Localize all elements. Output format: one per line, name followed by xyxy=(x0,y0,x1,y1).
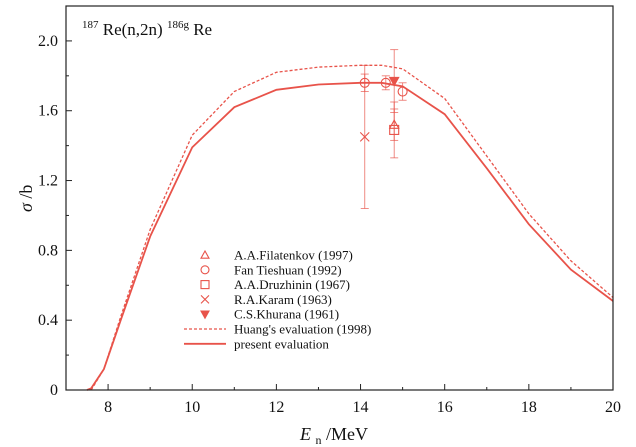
x-axis-label-sub: n xyxy=(316,433,322,447)
ticks-layer: 8 10 12 14 16 18 20 0 0.4 0.8 1.2 1.6 2.0 xyxy=(38,5,621,416)
x-axis-label-main: E xyxy=(299,424,311,444)
y-tick-label: 0.4 xyxy=(38,312,58,329)
y-axis-label-main: σ xyxy=(16,202,36,212)
huang-evaluation-line xyxy=(90,64,614,391)
legend-label: Fan Tieshuan (1992) xyxy=(234,262,342,277)
x-tick-label: 18 xyxy=(521,399,537,416)
x-tick-label: 8 xyxy=(104,399,112,416)
x-tick-label: 10 xyxy=(184,399,200,416)
legend-swatch-triangle-open xyxy=(200,249,210,259)
plot-layer xyxy=(86,49,614,391)
title-sup-2: 186g xyxy=(167,19,190,31)
data-point-circle-open-1 xyxy=(380,77,391,88)
legend-label: A.A.Druzhinin (1967) xyxy=(234,277,350,292)
legend-label: Huang's evaluation (1998) xyxy=(234,322,371,337)
data-point-square-open-0 xyxy=(389,124,400,135)
y-axis-label: σ /b xyxy=(16,185,36,212)
x-tick-label: 14 xyxy=(353,399,369,416)
title-mid: Re(n,2n) xyxy=(103,20,163,39)
x-tick-label: 16 xyxy=(437,399,453,416)
present-evaluation-line xyxy=(86,81,614,391)
data-point-circle-open-2 xyxy=(397,86,408,97)
legend-swatch-circle-open xyxy=(200,265,210,275)
x-tick-label: 20 xyxy=(605,399,621,416)
title-sup-1: 187 xyxy=(82,19,99,31)
legend-label: present evaluation xyxy=(234,336,329,351)
x-tick-label: 12 xyxy=(268,399,284,416)
legend-swatch-triangle-down-filled xyxy=(200,310,210,320)
chart-title: 187 Re(n,2n) 186g Re xyxy=(82,13,212,39)
x-axis-label: E n /MeV xyxy=(299,424,368,447)
legend-label: C.S.Khurana (1961) xyxy=(234,307,339,322)
legend-swatch-square-open xyxy=(200,280,210,290)
data-point-triangle-down-filled-0 xyxy=(388,76,400,87)
x-axis-label-unit: /MeV xyxy=(326,424,368,444)
legend: A.A.Filatenkov (1997)Fan Tieshuan (1992)… xyxy=(184,248,371,351)
y-tick-label: 2.0 xyxy=(38,33,58,50)
title-end: Re xyxy=(193,20,212,39)
data-point-x-0 xyxy=(359,132,370,142)
legend-label: R.A.Karam (1963) xyxy=(234,292,332,307)
y-tick-label: 0.8 xyxy=(38,242,58,259)
y-tick-label: 1.2 xyxy=(38,173,58,190)
y-axis-label-unit: /b xyxy=(16,185,36,199)
plot-frame xyxy=(65,5,614,391)
y-tick-label: 1.6 xyxy=(38,103,58,120)
legend-label: A.A.Filatenkov (1997) xyxy=(234,248,353,263)
legend-swatch-x xyxy=(200,295,210,304)
y-tick-label: 0 xyxy=(50,382,58,399)
